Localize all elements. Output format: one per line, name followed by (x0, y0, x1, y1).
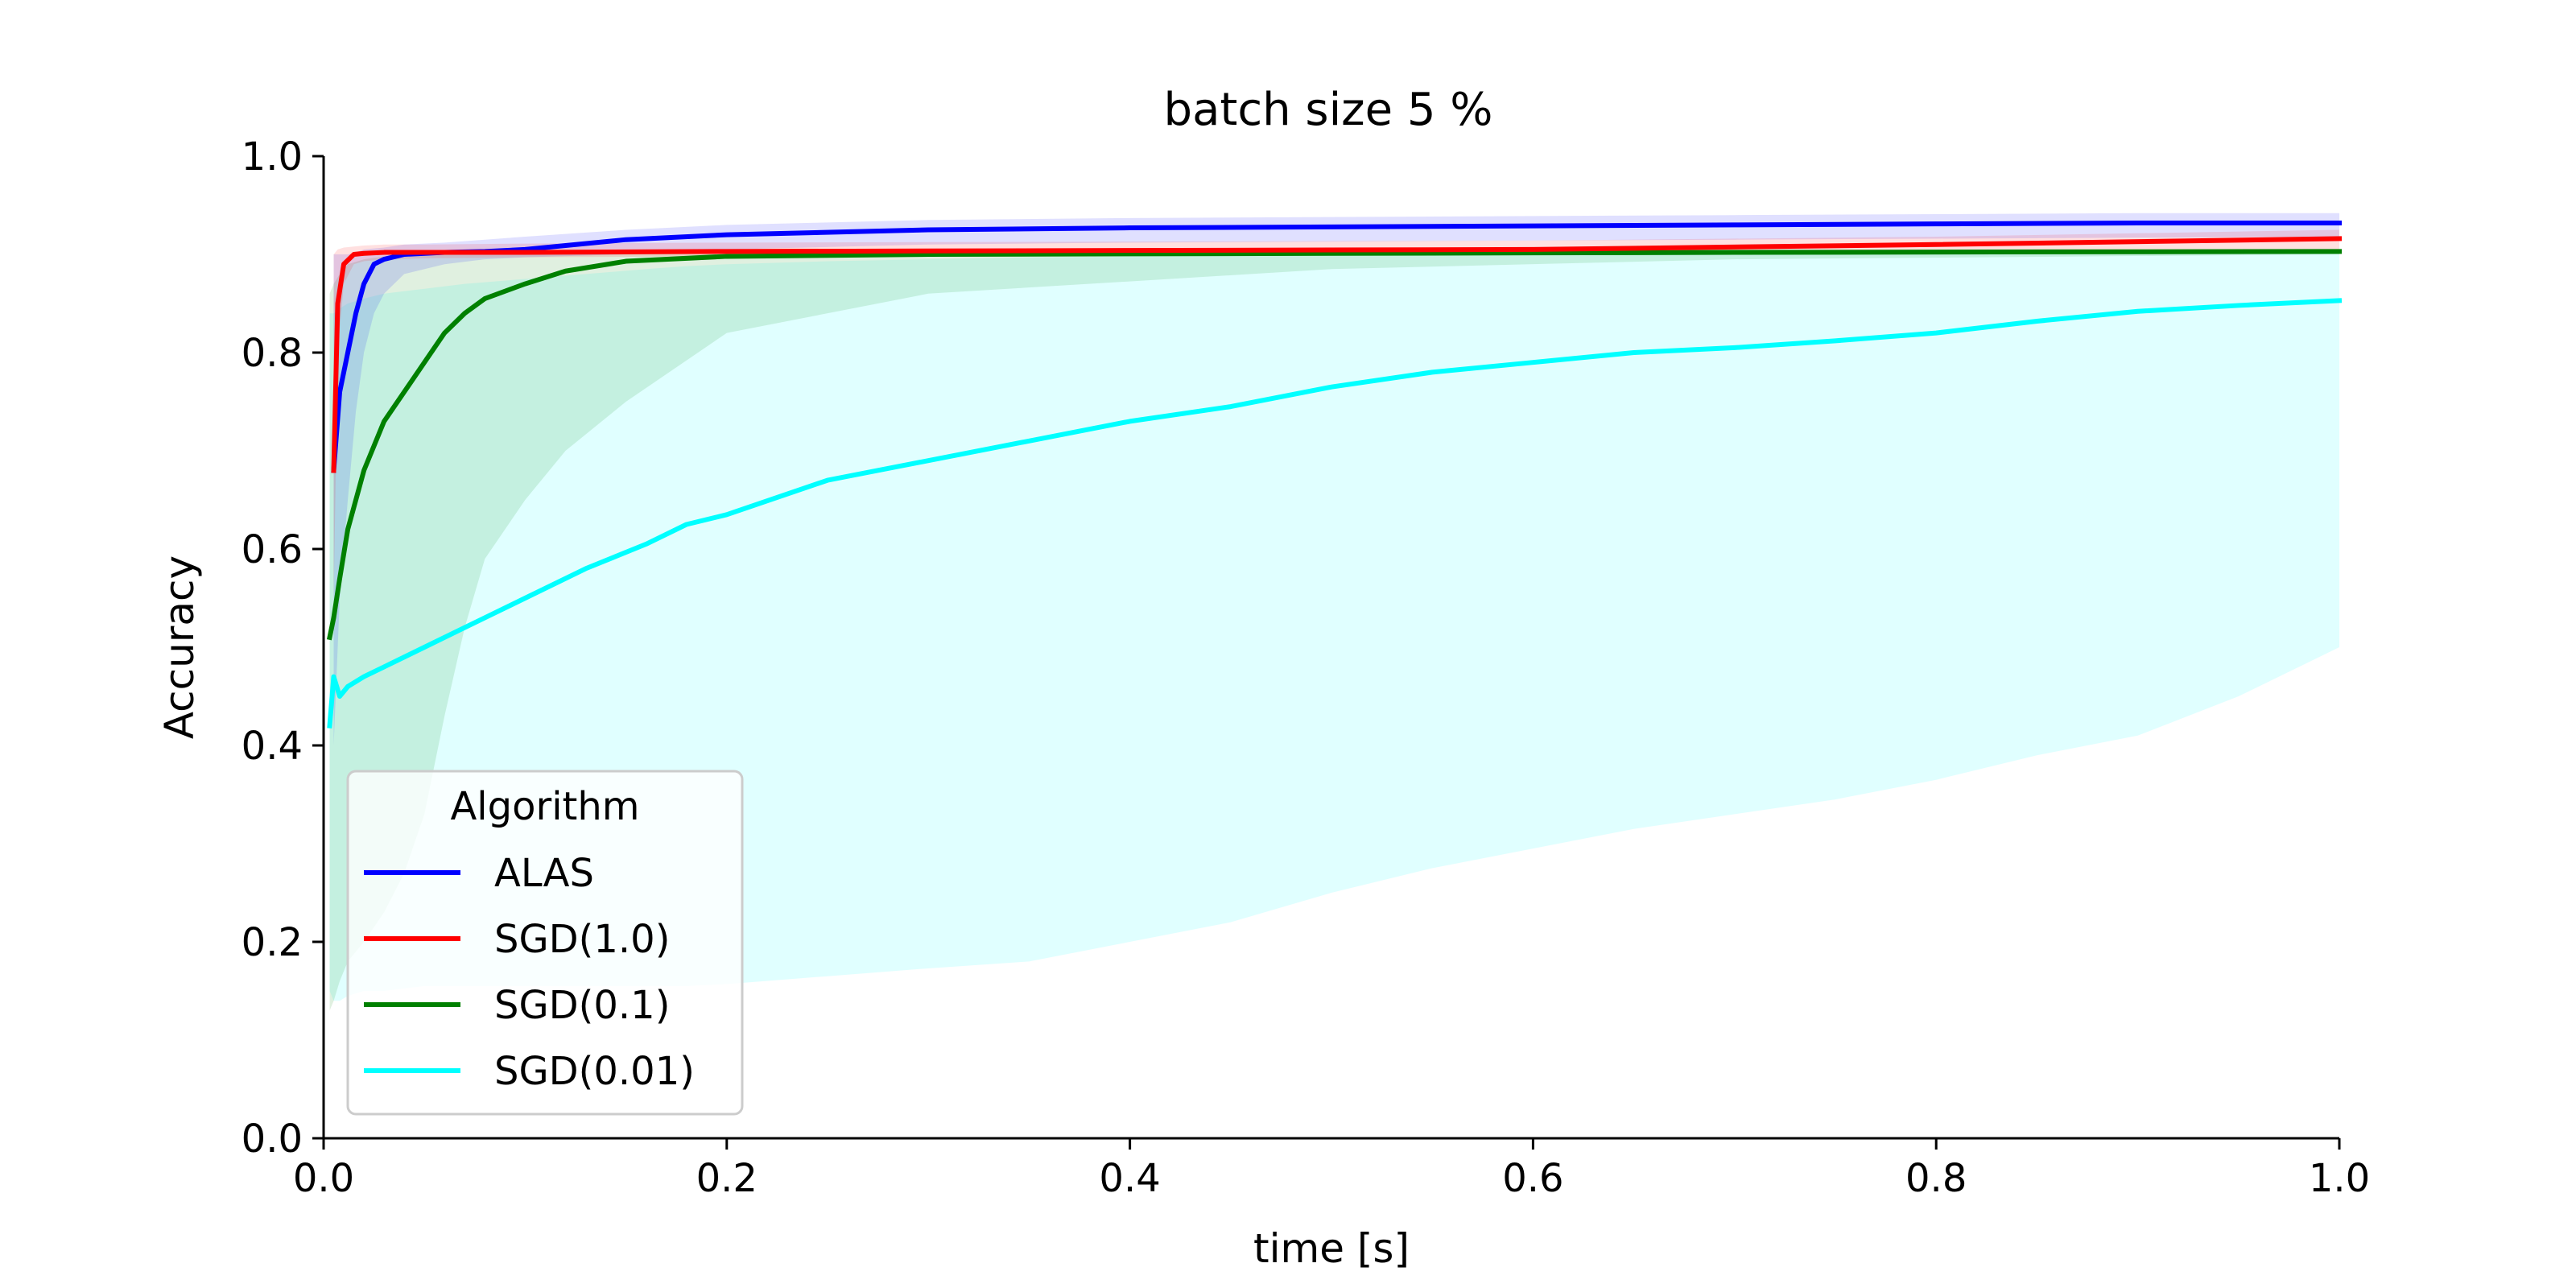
legend: Algorithm ALAS SGD(1.0) SGD(0.1) SGD(0.01) (346, 770, 744, 1116)
y-ticks: 0.0 0.2 0.4 0.6 0.8 1.0 (242, 134, 324, 1162)
x-tick-label: 0.4 (1099, 1156, 1160, 1201)
y-tick-label: 0.4 (242, 724, 303, 769)
legend-label-sgd-1-0: SGD(1.0) (494, 917, 670, 962)
legend-label-sgd-0-1: SGD(0.1) (494, 983, 670, 1028)
legend-title: Algorithm (450, 784, 639, 829)
legend-label-sgd-0-01: SGD(0.01) (494, 1049, 695, 1094)
series-line-sgd-0-01 (327, 298, 2343, 729)
series-line-alas (331, 220, 2342, 473)
band-sgd-0-1 (329, 249, 2340, 1011)
band-sgd-0-01 (329, 249, 2340, 1001)
series-line-sgd-1-0 (331, 236, 2343, 473)
x-tick-label: 0.8 (1905, 1156, 1967, 1201)
axes (322, 156, 2339, 1140)
y-tick-label: 0.8 (242, 331, 303, 376)
x-tick-label: 0.0 (293, 1156, 354, 1201)
series-line-sgd-0-1 (326, 249, 2343, 641)
chart-title: batch size 5 % (1164, 84, 1493, 136)
y-axis-label: Accuracy (156, 555, 203, 739)
x-ticks: 0.0 0.2 0.4 0.6 0.8 1.0 (293, 1138, 2370, 1201)
y-tick-label: 0.2 (242, 920, 303, 965)
x-axis-label: time [s] (1253, 1225, 1410, 1272)
legend-frame (346, 770, 744, 1116)
legend-label-alas: ALAS (494, 851, 594, 896)
y-tick-label: 0.0 (242, 1117, 303, 1162)
x-tick-label: 0.2 (696, 1156, 758, 1201)
series-lines (326, 220, 2343, 729)
x-tick-label: 1.0 (2309, 1156, 2370, 1201)
y-tick-label: 1.0 (242, 134, 303, 180)
confidence-bands (329, 213, 2340, 1011)
x-tick-label: 0.6 (1502, 1156, 1563, 1201)
legend-entries: ALAS SGD(1.0) SGD(0.1) SGD(0.01) (364, 851, 695, 1094)
y-tick-label: 0.6 (242, 527, 303, 572)
